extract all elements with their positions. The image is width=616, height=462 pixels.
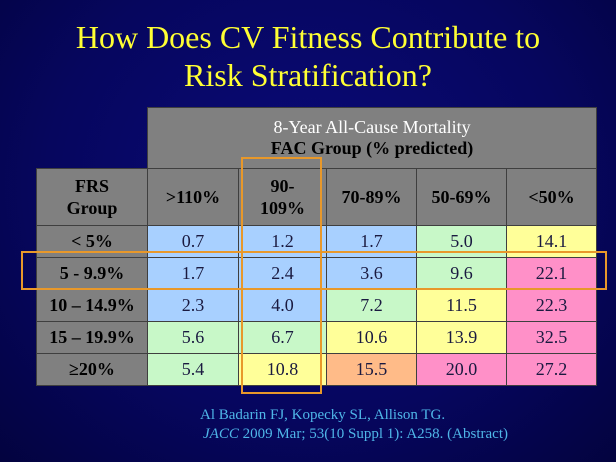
row-header: ≥20% <box>36 353 148 386</box>
row-header: 15 – 19.9% <box>36 321 148 354</box>
table-cell: 13.9 <box>416 321 507 354</box>
mortality-table: 8-Year All-Cause Mortality FAC Group (% … <box>36 107 598 386</box>
table-cell: 6.7 <box>238 321 327 354</box>
table-row: 15 – 19.9% 5.6 6.7 10.6 13.9 32.5 <box>36 321 598 354</box>
row-header: < 5% <box>36 225 148 258</box>
citation-journal: JACC <box>203 426 239 442</box>
row-header-label-line-2: Group <box>66 198 118 218</box>
table-corner-blank <box>37 108 148 169</box>
slide-title: How Does CV Fitness Contribute to Risk S… <box>0 18 616 94</box>
table-cell: 27.2 <box>505 353 598 386</box>
column-header: <50% <box>505 168 598 226</box>
column-header-text: 70-89% <box>341 187 402 207</box>
table-cell: 7.2 <box>326 289 417 322</box>
citation: Al Badarin FJ, Kopecky SL, Allison TG. J… <box>200 406 508 444</box>
column-header-text: 50-69% <box>431 187 492 207</box>
table-cell: 20.0 <box>416 353 507 386</box>
table-main-header: 8-Year All-Cause Mortality FAC Group (% … <box>146 107 598 169</box>
table-cell: 1.2 <box>238 225 327 258</box>
table-row: ≥20% 5.4 10.8 15.5 20.0 27.2 <box>36 353 598 386</box>
table-cell: 32.5 <box>505 321 598 354</box>
header-title: 8-Year All-Cause Mortality <box>273 117 471 137</box>
citation-source: JACC 2009 Mar; 53(10 Suppl 1): A258. (Ab… <box>200 425 508 444</box>
table-cell: 3.6 <box>326 257 417 290</box>
column-header: 70-89% <box>326 168 417 226</box>
table-row: 10 – 14.9% 2.3 4.0 7.2 11.5 22.3 <box>36 289 598 322</box>
table-cell: 11.5 <box>416 289 507 322</box>
table-cell: 0.7 <box>147 225 239 258</box>
table-cell: 22.3 <box>505 289 598 322</box>
column-header: 50-69% <box>416 168 507 226</box>
table-cell: 1.7 <box>326 225 417 258</box>
table-cell: 10.8 <box>238 353 327 386</box>
table-cell: 1.7 <box>147 257 239 290</box>
title-line-1: How Does CV Fitness Contribute to <box>75 19 541 55</box>
row-header-label: FRS Group <box>36 168 148 226</box>
column-header-text-line-2: 109% <box>260 198 305 218</box>
column-header-text: 90- <box>270 176 295 196</box>
column-header-text: >110% <box>165 187 221 207</box>
column-header: >110% <box>147 168 239 226</box>
table-cell: 15.5 <box>326 353 417 386</box>
citation-authors: Al Badarin FJ, Kopecky SL, Allison TG. <box>200 407 446 423</box>
column-header: 90- 109% <box>238 168 327 226</box>
table-cell: 9.6 <box>416 257 507 290</box>
table-row: 5 - 9.9% 1.7 2.4 3.6 9.6 22.1 <box>36 257 598 290</box>
table-cell: 5.6 <box>147 321 239 354</box>
table-cell: 5.0 <box>416 225 507 258</box>
table-cell: 10.6 <box>326 321 417 354</box>
table-cell: 5.4 <box>147 353 239 386</box>
table-cell: 22.1 <box>505 257 598 290</box>
table-cell: 2.4 <box>238 257 327 290</box>
table-cell: 2.3 <box>147 289 239 322</box>
header-subtitle: FAC Group (% predicted) <box>270 138 474 158</box>
column-header-text: <50% <box>528 187 575 207</box>
table-cell: 14.1 <box>505 225 598 258</box>
table-row: < 5% 0.7 1.2 1.7 5.0 14.1 <box>36 225 598 258</box>
title-line-2: Risk Stratification? <box>184 57 432 93</box>
row-header-label-line-1: FRS <box>74 176 109 196</box>
table-cell: 4.0 <box>238 289 327 322</box>
row-header: 5 - 9.9% <box>36 257 148 290</box>
row-header: 10 – 14.9% <box>36 289 148 322</box>
citation-details: 2009 Mar; 53(10 Suppl 1): A258. (Abstrac… <box>238 426 508 442</box>
